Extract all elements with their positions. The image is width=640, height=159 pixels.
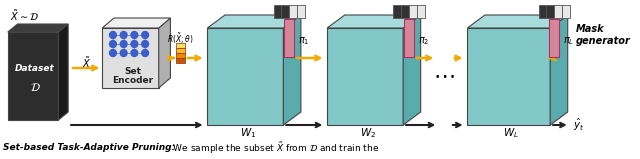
- Bar: [176, 58, 185, 62]
- Bar: [289, 5, 297, 18]
- Circle shape: [109, 49, 116, 56]
- Polygon shape: [102, 28, 159, 88]
- Bar: [417, 5, 424, 18]
- Circle shape: [141, 31, 148, 38]
- Polygon shape: [550, 15, 568, 125]
- Bar: [538, 5, 547, 18]
- Text: generator: generator: [575, 36, 630, 46]
- Polygon shape: [207, 28, 284, 125]
- Polygon shape: [284, 15, 301, 125]
- Polygon shape: [327, 28, 403, 125]
- Polygon shape: [102, 18, 170, 28]
- Polygon shape: [327, 15, 420, 28]
- Circle shape: [131, 41, 138, 48]
- Bar: [176, 43, 185, 48]
- Circle shape: [131, 49, 138, 56]
- Polygon shape: [467, 28, 550, 125]
- Text: $\pi_2$: $\pi_2$: [418, 35, 429, 47]
- Text: $W_2$: $W_2$: [360, 126, 376, 140]
- Circle shape: [120, 49, 127, 56]
- Text: Set: Set: [124, 67, 141, 76]
- Text: $\tilde{X}\sim\mathcal{D}$: $\tilde{X}\sim\mathcal{D}$: [10, 9, 38, 24]
- Text: $\tilde{X}$: $\tilde{X}$: [82, 55, 92, 70]
- Text: We sample the subset $\tilde{X}$ from $\mathcal{D}$ and train the: We sample the subset $\tilde{X}$ from $\…: [170, 140, 380, 156]
- Polygon shape: [8, 24, 68, 32]
- Polygon shape: [159, 18, 170, 88]
- Polygon shape: [207, 15, 301, 28]
- Text: $\pi_1$: $\pi_1$: [298, 35, 310, 47]
- Circle shape: [109, 31, 116, 38]
- Polygon shape: [8, 32, 58, 120]
- Text: $\cdots$: $\cdots$: [433, 65, 455, 85]
- Bar: [282, 5, 289, 18]
- Polygon shape: [403, 15, 420, 125]
- Circle shape: [141, 41, 148, 48]
- Bar: [274, 5, 282, 18]
- Text: $W_L$: $W_L$: [503, 126, 518, 140]
- Text: Mask: Mask: [575, 24, 604, 34]
- Bar: [176, 53, 185, 58]
- Bar: [554, 5, 562, 18]
- Circle shape: [131, 31, 138, 38]
- Bar: [401, 5, 409, 18]
- Circle shape: [120, 41, 127, 48]
- Text: $W_1$: $W_1$: [240, 126, 257, 140]
- Bar: [547, 5, 554, 18]
- Bar: [562, 5, 570, 18]
- Text: $\mathcal{D}$: $\mathcal{D}$: [29, 81, 40, 93]
- Polygon shape: [467, 15, 568, 28]
- Circle shape: [120, 31, 127, 38]
- Text: $\pi_L$: $\pi_L$: [563, 35, 574, 47]
- Bar: [549, 19, 559, 57]
- Text: Set-based Task-Adaptive Pruning:: Set-based Task-Adaptive Pruning:: [3, 144, 175, 152]
- Circle shape: [141, 49, 148, 56]
- Text: $\hat{y}_t$: $\hat{y}_t$: [573, 117, 584, 133]
- Circle shape: [109, 41, 116, 48]
- Text: $R(\tilde{X};\theta)$: $R(\tilde{X};\theta)$: [167, 32, 193, 46]
- Polygon shape: [58, 24, 68, 120]
- Bar: [297, 5, 305, 18]
- Bar: [394, 5, 401, 18]
- Bar: [409, 5, 417, 18]
- Text: Encoder: Encoder: [112, 76, 153, 85]
- Bar: [284, 19, 294, 57]
- Bar: [404, 19, 414, 57]
- Text: Dataset: Dataset: [15, 64, 55, 73]
- Bar: [176, 48, 185, 52]
